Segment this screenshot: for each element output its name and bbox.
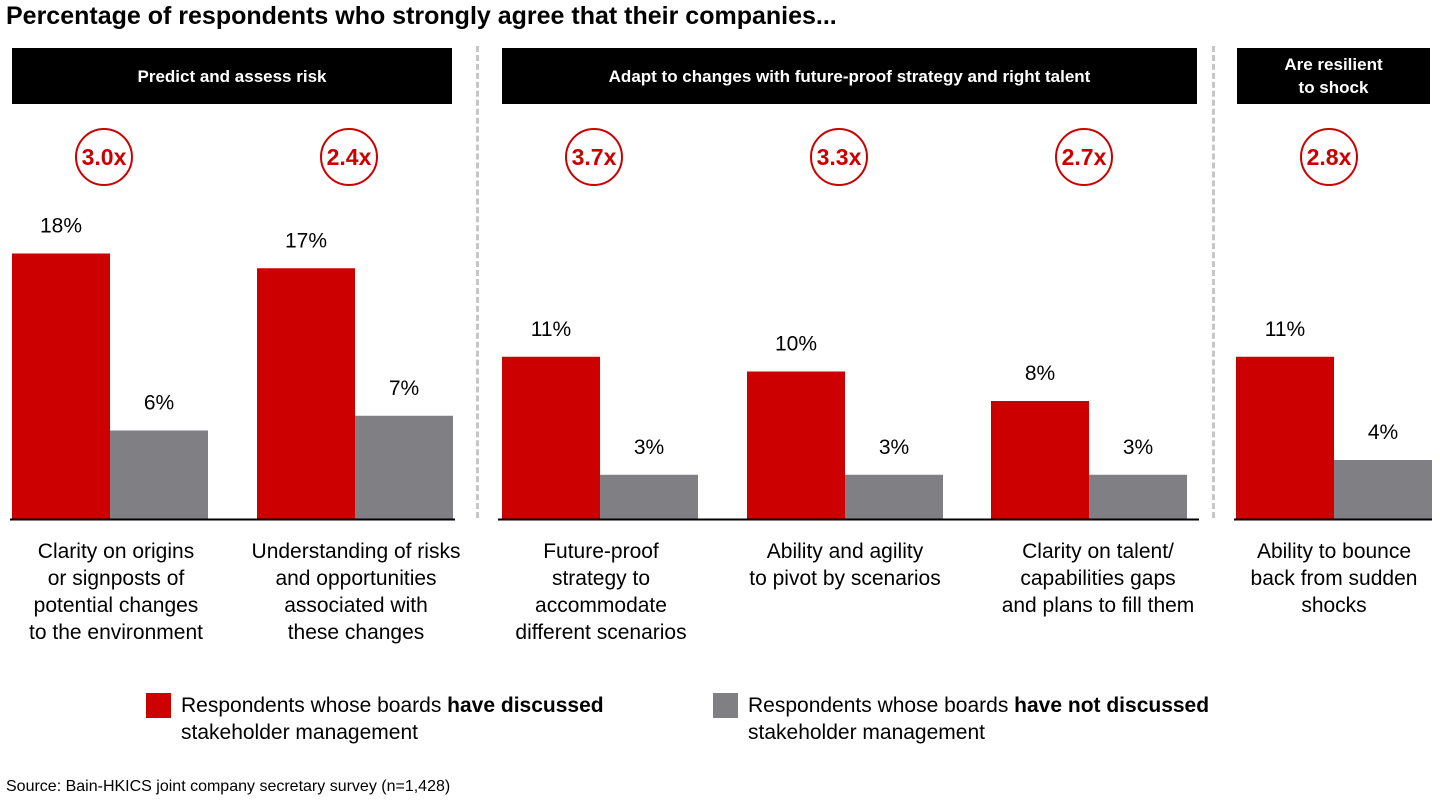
category-label: Clarity on origins or signposts of poten…	[29, 540, 203, 644]
category-label: Ability and agility to pivot by scenario…	[749, 540, 941, 590]
bar-value-label: 3%	[1123, 436, 1153, 459]
category-label: Understanding of risks and opportunities…	[251, 540, 461, 644]
bar-discussed	[747, 371, 845, 519]
bar-not-discussed	[845, 474, 943, 519]
bar-value-label: 7%	[389, 377, 419, 400]
group-header-predict-risk: Predict and assess risk	[12, 48, 452, 104]
ratio-badge: 3.3x	[810, 128, 868, 186]
bar-discussed	[502, 356, 600, 519]
bar-not-discussed	[355, 415, 453, 519]
group-header-adapt-changes: Adapt to changes with future-proof strat…	[502, 48, 1197, 104]
ratio-badge: 2.7x	[1055, 128, 1113, 186]
legend-label-discussed: Respondents whose boards have discussed …	[181, 694, 604, 744]
category-label: Ability to bounce back from sudden shock…	[1250, 540, 1418, 617]
source-note: Source: Bain-HKICS joint company secreta…	[6, 778, 451, 795]
ratio-badge: 3.0x	[75, 128, 133, 186]
bar-value-label: 4%	[1368, 421, 1398, 444]
chart-title: Percentage of respondents who strongly a…	[6, 2, 837, 30]
ratio-badge: 3.7x	[565, 128, 623, 186]
bar-value-label: 11%	[1265, 318, 1305, 341]
bar-discussed	[12, 253, 110, 519]
bar-discussed	[991, 401, 1089, 519]
legend-item-not-discussed: Respondents whose boards have not discus…	[713, 692, 1209, 746]
bar-discussed	[1236, 356, 1334, 519]
bar-value-label: 6%	[144, 392, 174, 415]
bar-value-label: 3%	[634, 436, 664, 459]
bar-value-label: 3%	[879, 436, 909, 459]
bar-not-discussed	[1334, 460, 1432, 519]
ratio-badge: 2.8x	[1300, 128, 1358, 186]
category-label: Clarity on talent/ capabilities gaps and…	[1001, 540, 1195, 617]
bar-value-label: 17%	[285, 229, 327, 252]
bar-not-discussed	[1089, 474, 1187, 519]
bar-not-discussed	[110, 430, 208, 519]
legend-swatch-discussed	[146, 693, 171, 718]
legend-item-discussed: Respondents whose boards have discussed …	[146, 692, 604, 746]
legend-swatch-not-discussed	[713, 693, 738, 718]
bar-value-label: 8%	[1025, 362, 1055, 385]
group-header-resilient-shock: Are resilient to shock	[1237, 48, 1430, 104]
bar-value-label: 18%	[40, 215, 82, 238]
bar-value-label: 10%	[775, 333, 817, 356]
ratio-badge: 2.4x	[320, 128, 378, 186]
category-label: Future-proof strategy to accommodate dif…	[515, 540, 687, 644]
group-divider	[1212, 46, 1215, 518]
bar-not-discussed	[600, 474, 698, 519]
bar-discussed	[257, 268, 355, 519]
group-divider	[476, 46, 479, 518]
bar-value-label: 11%	[531, 318, 571, 341]
legend-label-not-discussed: Respondents whose boards have not discus…	[748, 694, 1210, 744]
